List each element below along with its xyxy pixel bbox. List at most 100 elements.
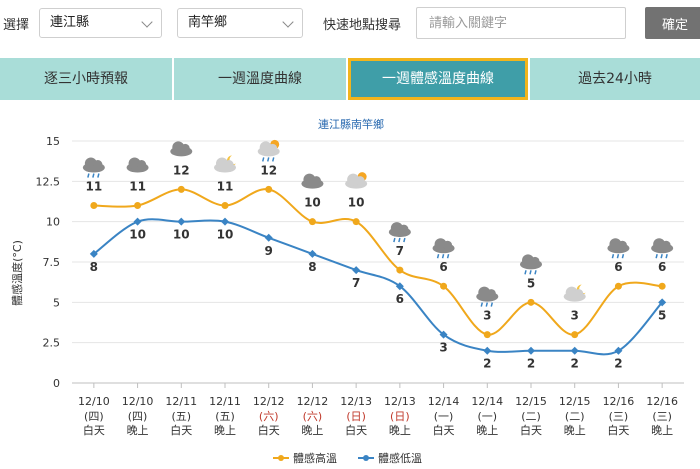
rain-drop — [655, 254, 658, 259]
low-temp-point[interactable] — [221, 217, 229, 226]
high-temp-point[interactable] — [396, 266, 404, 274]
rain-drop — [490, 302, 494, 307]
partly-sunny-icon — [345, 172, 368, 189]
x-tick-period: 晚上 — [651, 424, 673, 437]
x-tick-period: 晚上 — [564, 424, 586, 437]
rain-drop — [441, 254, 445, 259]
cloudy-rain-icon — [388, 222, 411, 243]
high-temp-point[interactable] — [483, 331, 491, 339]
chart-title: 連江縣南竿鄉 — [318, 117, 384, 131]
high-temp-point[interactable] — [308, 218, 316, 226]
x-tick-period: 白天 — [433, 423, 455, 437]
low-temp-point[interactable] — [264, 233, 273, 242]
x-tick-date: 12/12 — [297, 395, 329, 408]
high-temp-point[interactable] — [571, 331, 579, 339]
chart-legend: 體感高溫 體感低溫 — [273, 451, 422, 465]
high-temp-point[interactable] — [177, 185, 185, 193]
high-temp-label: 12 — [173, 163, 190, 177]
cloudy-icon — [170, 141, 193, 157]
town-select-value: 南竿鄉 — [188, 15, 228, 30]
x-tick-weekday: (三) — [609, 410, 629, 423]
tab-weekly-temperature[interactable]: 一週溫度曲線 — [174, 58, 346, 100]
tab-3hour-forecast[interactable]: 逐三小時預報 — [0, 58, 172, 100]
x-tick-period: 白天 — [607, 423, 629, 437]
low-temp-label: 9 — [265, 244, 273, 258]
chevron-down-icon — [141, 16, 153, 28]
x-tick-weekday: (日) — [346, 410, 366, 423]
partly-cloudy-night-icon — [214, 155, 236, 173]
high-temp-point[interactable] — [221, 202, 229, 210]
high-temp-point[interactable] — [90, 202, 98, 210]
cloud-shape — [574, 289, 584, 299]
rain-drop — [92, 173, 95, 178]
x-tick-date: 12/13 — [384, 395, 416, 408]
low-temp-point[interactable] — [89, 249, 98, 258]
high-temp-point[interactable] — [527, 298, 535, 306]
low-temp-point[interactable] — [614, 346, 623, 355]
tab-past-24-hours[interactable]: 過去24小時 — [530, 58, 700, 100]
low-temp-label: 3 — [439, 341, 447, 355]
partly-cloudy-night-icon — [563, 284, 586, 302]
confirm-button[interactable]: 確定 — [645, 7, 700, 39]
legend-low-marker — [363, 455, 369, 461]
chart-series: 8 10 10 10 9 8 7 6 3 2 2 2 2 5 — [89, 185, 667, 371]
x-tick-date: 12/11 — [209, 395, 241, 408]
low-temp-point[interactable] — [527, 346, 535, 355]
high-temp-label: 3 — [571, 309, 579, 323]
high-temp-point[interactable] — [265, 185, 273, 193]
x-tick-weekday: (一) — [434, 410, 454, 423]
rain-drop — [611, 254, 615, 259]
cloud-shape — [224, 160, 234, 170]
cloud-shape — [268, 143, 278, 153]
x-tick-date: 12/15 — [559, 395, 591, 408]
chart-grid — [72, 140, 684, 384]
tab-weekly-apparent-temperature[interactable]: 一週體感溫度曲線 — [348, 58, 528, 100]
high-temp-label: 3 — [483, 309, 491, 323]
x-tick-period: 晚上 — [389, 424, 411, 437]
cloudy-rain-icon — [520, 254, 542, 275]
x-tick-weekday: (五) — [171, 410, 191, 423]
low-temp-point[interactable] — [395, 282, 404, 291]
low-temp-label: 8 — [90, 260, 98, 274]
x-tick-period: 白天 — [345, 423, 367, 437]
rain-drop — [97, 173, 100, 178]
high-temp-label: 11 — [129, 180, 146, 194]
high-temp-point[interactable] — [440, 282, 448, 290]
low-temp-point[interactable] — [439, 330, 448, 339]
rain-drop — [398, 237, 401, 243]
low-temp-point[interactable] — [133, 217, 142, 226]
rain-drop — [524, 270, 527, 275]
county-select[interactable]: 連江縣 — [39, 8, 162, 38]
x-tick-weekday: (六) — [259, 410, 279, 423]
cloud-shape — [93, 160, 103, 170]
high-temp-point[interactable] — [352, 218, 360, 226]
high-temp-label: 6 — [658, 260, 666, 274]
high-temp-point[interactable] — [658, 282, 666, 290]
search-input[interactable] — [416, 7, 626, 39]
x-tick-weekday: (五) — [215, 410, 235, 423]
high-temp-label: 6 — [614, 260, 622, 274]
high-temp-point[interactable] — [134, 202, 142, 210]
x-tick-weekday: (日) — [390, 410, 410, 423]
x-tick-period: 晚上 — [301, 424, 323, 437]
y-tick-label: 2.5 — [43, 337, 61, 350]
cloud-shape — [355, 176, 365, 186]
y-axis-ticks: 0 2.5 5 7.5 10 12.5 15 — [36, 135, 61, 390]
low-temp-point[interactable] — [483, 346, 492, 355]
low-temp-point[interactable] — [658, 298, 667, 307]
high-temp-point[interactable] — [614, 282, 622, 290]
cloud-shape — [530, 256, 540, 266]
quick-search-label: 快速地點搜尋 — [323, 18, 402, 33]
x-tick-date: 12/14 — [428, 395, 460, 408]
low-temp-point[interactable] — [570, 346, 579, 355]
low-temp-point[interactable] — [308, 249, 317, 258]
x-tick-weekday: (六) — [303, 410, 323, 423]
low-temp-label: 2 — [571, 357, 579, 371]
x-tick-weekday: (二) — [521, 410, 541, 423]
x-tick-period: 晚上 — [476, 424, 498, 437]
cloudy-rain-icon — [476, 286, 499, 307]
low-temp-point[interactable] — [352, 266, 361, 275]
low-temp-point[interactable] — [177, 217, 186, 226]
town-select[interactable]: 南竿鄉 — [177, 8, 303, 38]
low-temp-label: 10 — [129, 228, 146, 242]
